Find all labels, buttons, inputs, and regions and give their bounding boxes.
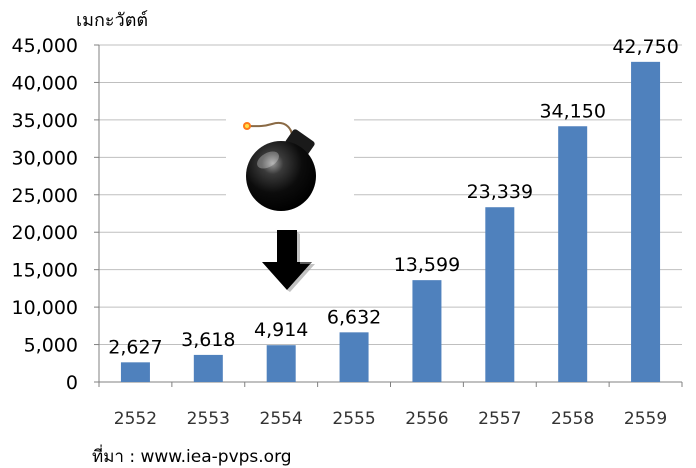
data-label-2553: 3,618	[181, 329, 235, 351]
source-note: ที่มา : www.iea-pvps.org	[92, 444, 292, 467]
y-tick-label: 5,000	[24, 335, 78, 357]
x-tick-label-2558: 2558	[551, 409, 594, 429]
data-label-2554: 4,914	[254, 319, 308, 341]
data-labels: 2,627 3,618 4,914 6,632 13,599 23,339 34,150 42…	[108, 36, 679, 358]
y-tick-label: 15,000	[12, 260, 78, 282]
y-tick-label: 40,000	[12, 72, 78, 94]
grid-lines	[99, 44, 682, 346]
x-tick-label-2559: 2559	[624, 409, 667, 429]
y-tick-label: 45,000	[12, 35, 78, 57]
x-tick-label-2553: 2553	[187, 409, 230, 429]
y-tick-label: 25,000	[12, 185, 78, 207]
bar-2555	[339, 332, 369, 382]
data-label-2552: 2,627	[108, 336, 162, 358]
data-label-2559: 42,750	[612, 36, 678, 58]
bars	[120, 61, 661, 382]
y-tick-label: 35,000	[12, 110, 78, 132]
bar-2556	[412, 280, 442, 382]
y-tick-labels: 0 5,000 10,000 15,000 20,000 25,000 30,000 35,0…	[12, 35, 78, 394]
x-tick-label-2556: 2556	[405, 409, 448, 429]
bar-2552	[120, 362, 150, 382]
bar-2558	[558, 126, 588, 382]
x-tick-label-2555: 2555	[332, 409, 375, 429]
data-label-2558: 34,150	[539, 100, 605, 122]
y-unit-label: เมกะวัตต์	[76, 10, 148, 31]
bar-2559	[631, 61, 661, 382]
y-tick-label: 20,000	[12, 222, 78, 244]
data-label-2556: 13,599	[394, 254, 460, 276]
data-label-2557: 23,339	[467, 181, 533, 203]
bar-2557	[485, 207, 515, 382]
x-tick-labels: 2552 2553 2554 2555 2556 2557 2558 2559	[114, 409, 667, 429]
x-tick-label-2554: 2554	[260, 409, 303, 429]
y-tick-label: 10,000	[12, 297, 78, 319]
bomb-icon	[226, 108, 354, 220]
x-tick-label-2552: 2552	[114, 409, 157, 429]
y-tick-label: 0	[66, 372, 78, 394]
data-label-2555: 6,632	[327, 306, 381, 328]
bar-2553	[193, 354, 223, 382]
bar-2554	[266, 345, 296, 382]
down-arrow-icon	[262, 230, 315, 292]
x-tick-label-2557: 2557	[478, 409, 521, 429]
y-tick-label: 30,000	[12, 147, 78, 169]
